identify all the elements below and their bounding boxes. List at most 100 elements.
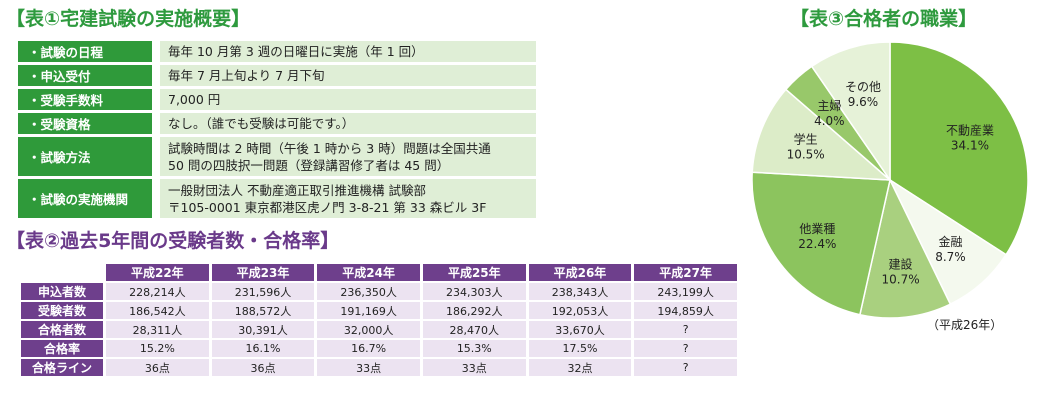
table-cell: ? [634, 321, 737, 338]
table-cell: ? [634, 359, 737, 376]
overview-gap [152, 65, 160, 86]
table-cell: 33点 [422, 359, 526, 376]
slice-label: 他業種 22.4% [798, 222, 836, 251]
table-cell: 186,292人 [422, 302, 526, 319]
table-cell: 192,053人 [528, 302, 632, 319]
overview-label: ・試験方法 [18, 137, 152, 176]
table-cell: 234,303人 [422, 283, 526, 300]
year-header: 平成24年 [317, 264, 420, 281]
slice-name: 金融 [938, 234, 962, 249]
table2-title: 【表②過去5年間の受験者数・合格率】 [6, 230, 340, 252]
slice-value: 8.7% [935, 250, 966, 264]
overview-gap [152, 113, 160, 134]
overview-row: ・試験方法 試験時間は 2 時間（午後 1 時から 3 時）問題は全国共通 50 問… [18, 137, 536, 176]
overview-gap [152, 137, 160, 176]
table-cell: 36点 [211, 359, 315, 376]
row-label: 合格ライン [21, 359, 103, 376]
overview-row: ・受験手数料 7,000 円 [18, 89, 536, 110]
pie-slice [751, 88, 893, 181]
slice-name: 建設 [889, 256, 913, 271]
table-cell: 15.3% [422, 340, 526, 357]
table-cell: ? [634, 340, 737, 357]
overview-value: 毎年 7 月上旬より 7 月下旬 [160, 65, 536, 86]
slice-label: 学生 10.5% [787, 132, 825, 162]
chart-note: （平成26年） [927, 318, 1003, 332]
exam-overview-table: ・試験の日程 毎年 10 月第 3 週の日曜日に実施（年 1 回） ・申込受付 毎年 … [18, 38, 536, 221]
slice-name: 主婦 [817, 98, 841, 113]
row-label: 合格者数 [21, 321, 103, 338]
occupation-pie-chart: 不動産業 34.1% 金融 8.7% 建設 10.7% 他業種 22.4% 学生 10.5% 主婦 4… [751, 41, 1029, 319]
table-cell: 186,542人 [106, 302, 209, 319]
overview-gap [152, 179, 160, 218]
slice-name: 不動産業 [946, 122, 994, 137]
slice-value: 10.7% [882, 272, 920, 286]
overview-row: ・試験の実施機関 一般財団法人 不動産適正取引推進機構 試験部 〒105-0001 … [18, 179, 536, 218]
row-label: 申込者数 [21, 283, 103, 300]
table-row: 合格ライン 36点 36点 33点 33点 32点? [21, 359, 737, 376]
overview-row: ・申込受付 毎年 7 月上旬より 7 月下旬 [18, 65, 536, 86]
table-cell: 15.2% [106, 340, 209, 357]
slice-label: 主婦 4.0% [814, 98, 845, 128]
overview-value-line: 毎年 7 月上旬より 7 月下旬 [168, 68, 325, 83]
table1-title: 【表①宅建試験の実施概要】 [6, 8, 251, 30]
overview-gap [152, 89, 160, 110]
table-cell: 28,470人 [422, 321, 526, 338]
overview-label: ・試験の実施機関 [18, 179, 152, 218]
pie-slice [751, 171, 891, 316]
table-cell: 32点 [528, 359, 632, 376]
header-corner [21, 264, 103, 281]
overview-value-line: 7,000 円 [168, 92, 221, 107]
overview-value-line: 毎年 10 月第 3 週の日曜日に実施（年 1 回） [168, 44, 424, 59]
overview-value: なし。（誰でも受験は可能です。） [160, 113, 536, 134]
slice-label: 不動産業 34.1% [946, 122, 994, 152]
overview-value-line: 一般財団法人 不動産適正取引推進機構 試験部 [168, 182, 426, 198]
table-cell: 188,572人 [211, 302, 315, 319]
overview-label: ・申込受付 [18, 65, 152, 86]
table-cell: 231,596人 [211, 283, 315, 300]
table-cell: 17.5% [528, 340, 632, 357]
chart-title: 【表③合格者の職業】 [790, 8, 978, 30]
table-cell: 36点 [106, 359, 209, 376]
slice-label: その他 9.6% [845, 80, 881, 109]
table-cell: 236,350人 [317, 283, 420, 300]
overview-row: ・受験資格 なし。（誰でも受験は可能です。） [18, 113, 536, 134]
overview-label: ・試験の日程 [18, 41, 152, 62]
overview-row: ・試験の日程 毎年 10 月第 3 週の日曜日に実施（年 1 回） [18, 41, 536, 62]
slice-name: 他業種 [799, 222, 835, 236]
table-cell: 243,199人 [634, 283, 737, 300]
year-header: 平成22年 [106, 264, 209, 281]
overview-value: 試験時間は 2 時間（午後 1 時から 3 時）問題は全国共通 50 問の四肢択一… [160, 137, 536, 176]
overview-value-line: 試験時間は 2 時間（午後 1 時から 3 時）問題は全国共通 [168, 140, 491, 156]
slice-label: 建設 10.7% [882, 256, 920, 286]
overview-value: 毎年 10 月第 3 週の日曜日に実施（年 1 回） [160, 41, 536, 62]
table-cell: 33,670人 [528, 321, 632, 338]
overview-value-line: 50 問の四肢択一問題（登録講習修了者は 45 問） [168, 157, 450, 173]
slice-value: 34.1% [951, 138, 989, 152]
slice-name: その他 [845, 80, 881, 94]
year-header: 平成26年 [528, 264, 632, 281]
overview-value-line: 〒105-0001 東京都港区虎ノ門 3-8-21 第 33 森ビル 3F [168, 199, 487, 215]
slice-name: 学生 [794, 132, 818, 147]
slice-value: 22.4% [798, 237, 836, 251]
table-cell: 191,169人 [317, 302, 420, 319]
table-cell: 32,000人 [317, 321, 420, 338]
slice-label: 金融 8.7% [935, 234, 966, 264]
year-header: 平成27年 [634, 264, 737, 281]
overview-label: ・受験手数料 [18, 89, 152, 110]
year-header: 平成23年 [211, 264, 315, 281]
overview-value: 一般財団法人 不動産適正取引推進機構 試験部 〒105-0001 東京都港区虎ノ門… [160, 179, 536, 218]
applicants-table: 平成22年 平成23年 平成24年 平成25年 平成26年 平成27年 申込者数 228,2… [18, 262, 740, 378]
table-row: 申込者数 228,214人 231,596人 236,350人 234,303人 238,… [21, 283, 737, 300]
pie-slice [810, 41, 891, 183]
table-cell: 30,391人 [211, 321, 315, 338]
slice-value: 10.5% [787, 148, 825, 162]
year-header: 平成25年 [422, 264, 526, 281]
table-cell: 228,214人 [106, 283, 209, 300]
table-cell: 33点 [317, 359, 420, 376]
table-row: 合格者数 28,311人 30,391人 32,000人 28,470人 33,670人? [21, 321, 737, 338]
slice-value: 9.6% [848, 95, 879, 109]
table-cell: 16.1% [211, 340, 315, 357]
row-label: 受験者数 [21, 302, 103, 319]
table-cell: 28,311人 [106, 321, 209, 338]
overview-gap [152, 41, 160, 62]
